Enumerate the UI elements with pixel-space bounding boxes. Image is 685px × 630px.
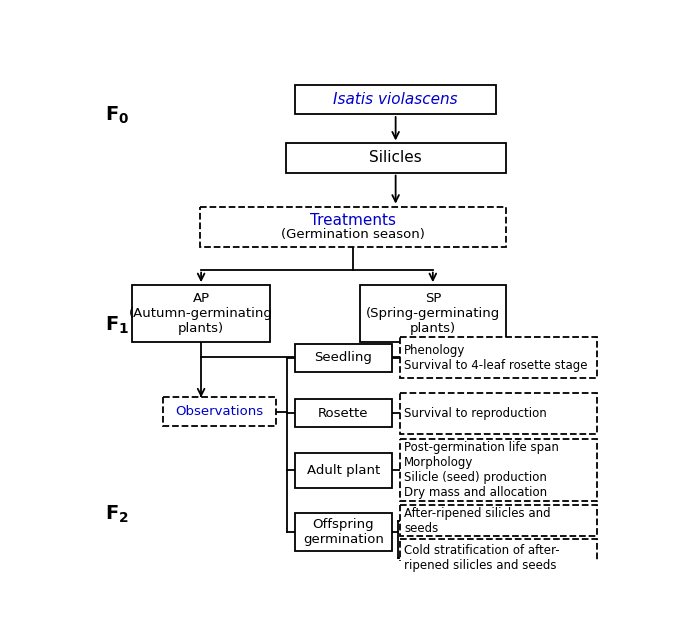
Text: Phenology
Survival to 4-leaf rosette stage: Phenology Survival to 4-leaf rosette sta… [404,344,588,372]
FancyBboxPatch shape [400,338,597,378]
FancyBboxPatch shape [400,539,597,576]
FancyBboxPatch shape [400,505,597,536]
Text: (Germination season): (Germination season) [281,227,425,241]
Text: AP
(Autumn-germinating
plants): AP (Autumn-germinating plants) [129,292,273,335]
Text: Silicles: Silicles [369,151,422,166]
Text: Adult plant: Adult plant [307,464,380,477]
FancyBboxPatch shape [286,144,506,173]
FancyBboxPatch shape [400,439,597,501]
FancyBboxPatch shape [132,285,270,342]
FancyBboxPatch shape [295,85,497,114]
Text: Offspring
germination: Offspring germination [303,518,384,546]
Text: Post-germination life span
Morphology
Silicle (seed) production
Dry mass and all: Post-germination life span Morphology Si… [404,441,559,499]
Text: Rosette: Rosette [318,407,369,420]
Text: $\mathbf{F_0}$: $\mathbf{F_0}$ [105,105,129,126]
Text: $\mathbf{F_2}$: $\mathbf{F_2}$ [105,504,129,525]
Text: Treatments: Treatments [310,213,396,228]
FancyBboxPatch shape [200,207,506,246]
FancyBboxPatch shape [360,285,506,342]
Text: Survival to reproduction: Survival to reproduction [404,407,547,420]
Text: Isatis violascens: Isatis violascens [334,92,458,107]
FancyBboxPatch shape [295,343,392,372]
Text: SP
(Spring-germinating
plants): SP (Spring-germinating plants) [366,292,500,335]
FancyBboxPatch shape [163,398,275,426]
FancyBboxPatch shape [295,453,392,488]
Text: $\mathbf{F_1}$: $\mathbf{F_1}$ [105,314,129,336]
Text: Observations: Observations [175,405,263,418]
Text: Cold stratification of after-
ripened silicles and seeds: Cold stratification of after- ripened si… [404,544,560,571]
FancyBboxPatch shape [400,393,597,433]
FancyBboxPatch shape [295,513,392,551]
Text: After-ripened silicles and
seeds: After-ripened silicles and seeds [404,507,551,535]
FancyBboxPatch shape [295,399,392,428]
Text: Seedling: Seedling [314,352,372,364]
